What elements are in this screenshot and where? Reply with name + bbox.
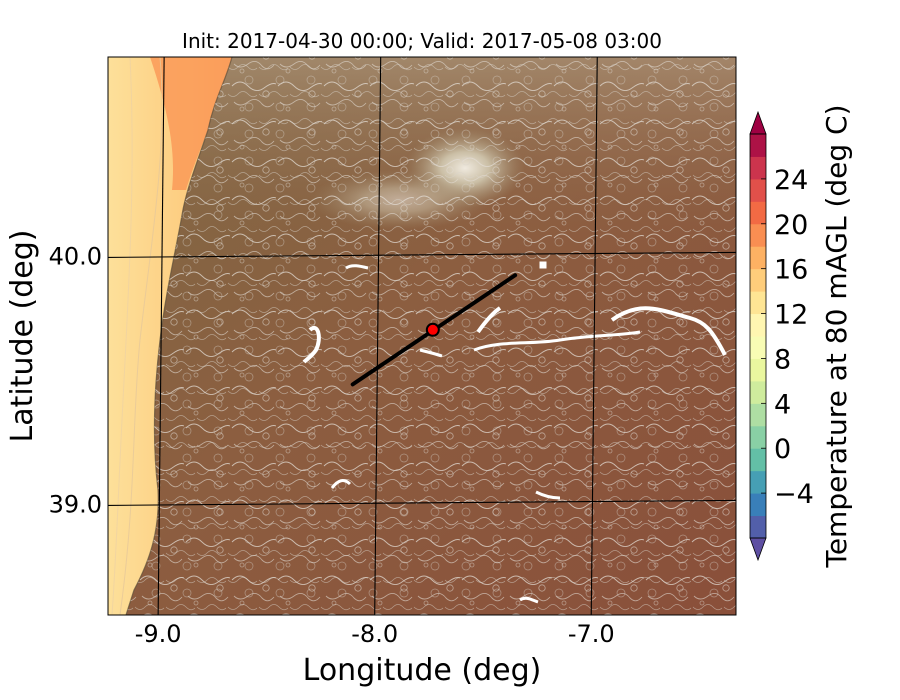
- colorbar-tick-label: 16: [774, 255, 808, 286]
- colorbar-swatch: [750, 448, 766, 472]
- ocean-area: [108, 57, 232, 615]
- colorbar: −4 0 4 8 12 16 20 24 Temperature at 80 mAGL (de…: [749, 104, 853, 569]
- reservoir: [535, 490, 561, 500]
- colorbar-label: Temperature at 80 mAGL (deg C): [820, 104, 853, 568]
- colorbar-swatch: [750, 493, 766, 517]
- colorbar-tick-label: 8: [774, 344, 791, 375]
- colorbar-tick-label: 24: [774, 165, 808, 196]
- colorbar-frame: [749, 133, 767, 539]
- ocean-contour: [119, 57, 163, 615]
- map-frame: [107, 56, 737, 616]
- colorbar-swatches: [750, 134, 766, 539]
- colorbar-swatch: [750, 358, 766, 382]
- colorbar-swatch: [750, 156, 766, 180]
- graticule: [108, 57, 736, 615]
- colorbar-swatch: [750, 268, 766, 292]
- colorbar-ticks: −4 0 4 8 12 16 20 24: [761, 165, 814, 510]
- colorbar-swatch: [750, 515, 766, 539]
- y-axis-label: Latitude (deg): [5, 230, 40, 443]
- colorbar-tick-label: 12: [774, 300, 808, 331]
- colorbar-extend-max: [749, 110, 767, 135]
- parallel-line: [108, 251, 736, 258]
- colorbar-tick-label: −4: [774, 479, 814, 510]
- meridian-line: [374, 57, 382, 615]
- x-axis-ticks: -9.0 -8.0 -7.0: [135, 620, 615, 648]
- y-axis-ticks: 39.0 40.0: [49, 242, 102, 518]
- y-tick-label: 39.0: [49, 490, 102, 518]
- y-tick-label: 40.0: [49, 242, 102, 270]
- reservoir: [539, 261, 547, 269]
- x-axis-label: Longitude (deg): [303, 653, 542, 688]
- parallel-line: [108, 499, 736, 506]
- reservoir: [519, 596, 539, 604]
- x-tick-label: -8.0: [351, 620, 398, 648]
- colorbar-swatch: [750, 380, 766, 404]
- reservoir: [302, 326, 321, 364]
- colorbar-swatch: [750, 313, 766, 337]
- map-panel: [108, 57, 736, 615]
- colorbar-swatch: [750, 425, 766, 449]
- water-bodies: [302, 261, 727, 604]
- location-marker: [425, 322, 440, 337]
- colorbar-swatch: [750, 470, 766, 494]
- reservoir: [610, 306, 727, 356]
- colorbar-swatch: [750, 291, 766, 315]
- reservoir: [476, 306, 502, 334]
- colorbar-tick-label: 0: [774, 434, 791, 465]
- ocean-contour: [111, 57, 133, 615]
- meridian-line: [590, 57, 598, 615]
- colorbar-swatch: [750, 336, 766, 359]
- reservoir: [419, 348, 443, 358]
- reservoir: [345, 264, 369, 270]
- ocean-warm-band: [150, 57, 232, 190]
- colorbar-swatch: [750, 178, 766, 202]
- colorbar-swatch: [750, 246, 766, 270]
- colorbar-tick-label: 4: [774, 389, 791, 420]
- colorbar-extend-min: [749, 537, 767, 562]
- meridian-line: [157, 57, 165, 615]
- colorbar-swatch: [750, 223, 766, 247]
- x-tick-label: -7.0: [568, 620, 615, 648]
- colorbar-tick-label: 20: [774, 210, 808, 241]
- colorbar-swatch: [750, 134, 766, 157]
- colorbar-swatch: [750, 403, 766, 427]
- x-tick-label: -9.0: [135, 620, 182, 648]
- reservoir: [330, 479, 352, 489]
- colorbar-swatch: [750, 201, 766, 225]
- tagus-river: [473, 330, 641, 352]
- map-title: Init: 2017-04-30 00:00; Valid: 2017-05-0…: [182, 29, 662, 53]
